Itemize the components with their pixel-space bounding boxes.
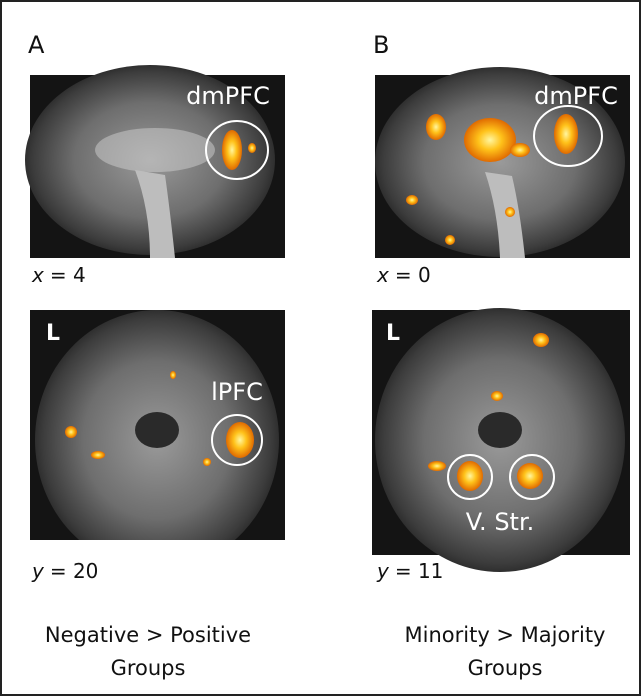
caption: Groups — [111, 656, 186, 680]
coord-axis: x — [376, 263, 389, 287]
coordinate: x= 0 — [376, 263, 431, 287]
region-label: dmPFC — [186, 82, 270, 110]
caption: Negative > Positive — [45, 623, 251, 647]
brain-image — [30, 310, 285, 580]
coordinate: x= 4 — [31, 263, 86, 287]
figure: ANegative > PositiveGroupsx= 4dmPFCy= 20… — [0, 0, 641, 696]
panel-letter: A — [28, 31, 45, 59]
coord-value: = 0 — [395, 263, 431, 287]
coordinate: y= 11 — [376, 559, 443, 583]
caption: Groups — [468, 656, 543, 680]
coord-axis: x — [31, 263, 44, 287]
side-label: L — [386, 321, 400, 346]
coord-axis: y — [376, 559, 390, 583]
coord-value: = 20 — [50, 559, 99, 583]
side-label: L — [46, 321, 60, 346]
region-label: dmPFC — [534, 82, 618, 110]
panel-letter: B — [373, 31, 389, 59]
region-label: lPFC — [211, 378, 263, 406]
coord-axis: y — [31, 559, 45, 583]
region-label: V. Str. — [466, 508, 535, 536]
coord-value: = 4 — [50, 263, 86, 287]
caption: Minority > Majority — [405, 623, 606, 647]
coord-value: = 11 — [395, 559, 444, 583]
coordinate: y= 20 — [31, 559, 98, 583]
